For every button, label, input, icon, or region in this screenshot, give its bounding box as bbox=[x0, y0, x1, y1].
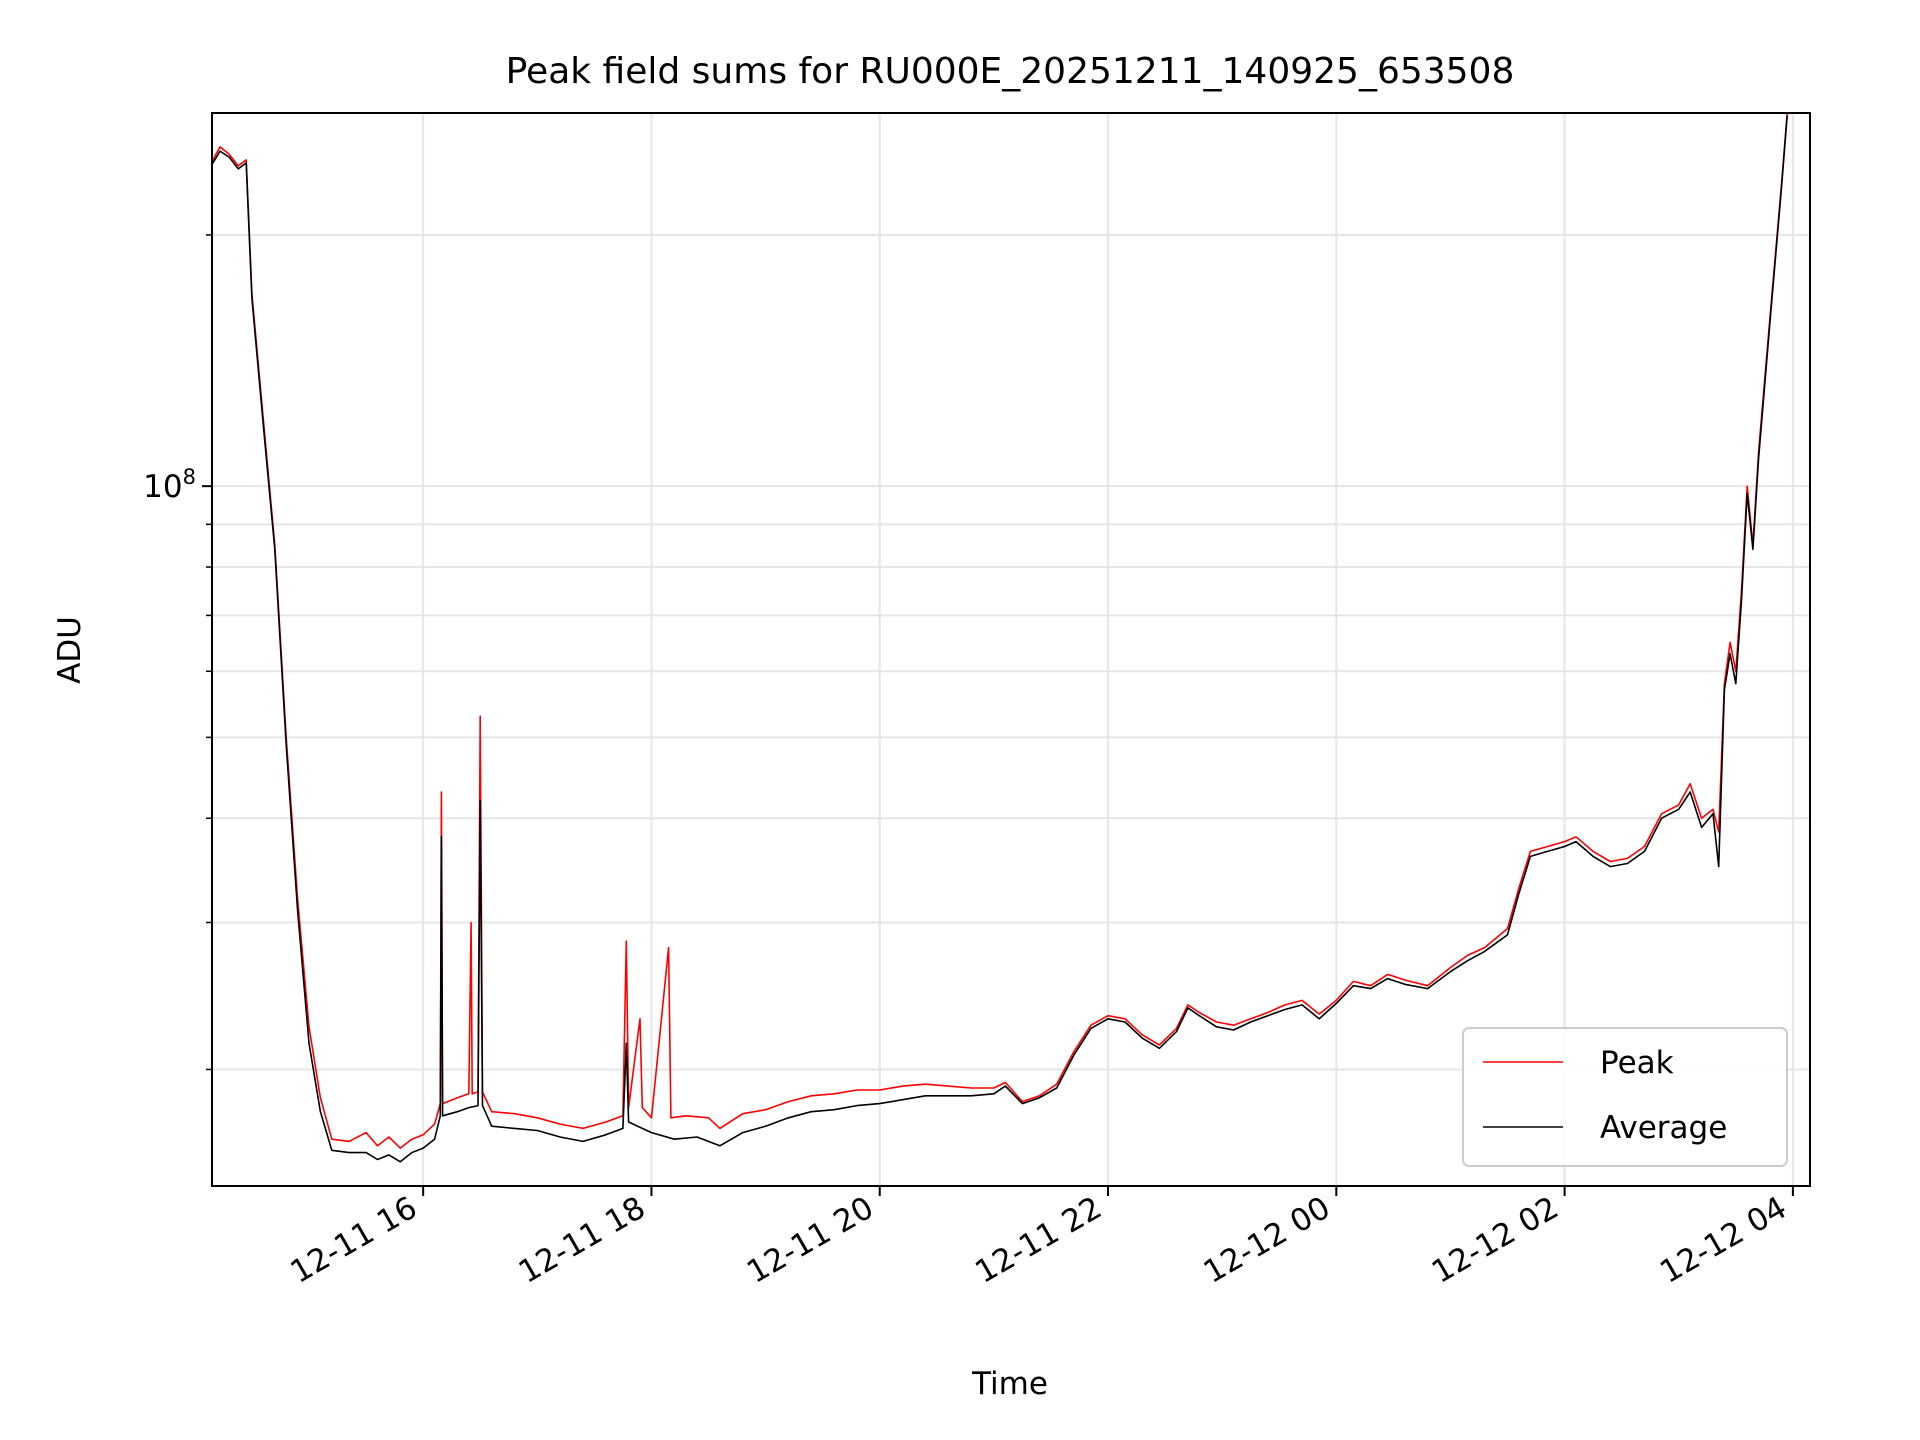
average-series-line bbox=[212, 115, 1788, 1163]
legend-average-label: Average bbox=[1600, 1110, 1727, 1146]
legend: Peak Average bbox=[1462, 1027, 1788, 1167]
chart-title: Peak field sums for RU000E_20251211_1409… bbox=[506, 51, 1515, 92]
plot-frame bbox=[211, 112, 1811, 1187]
grid bbox=[212, 113, 1810, 1186]
x-axis-label: Time bbox=[971, 1366, 1048, 1402]
y-axis: 108 bbox=[143, 234, 212, 1071]
y-axis-label: ADU bbox=[52, 616, 88, 684]
y-tick-label-exponent: 8 bbox=[183, 465, 196, 489]
y-tick-label-base: 10 bbox=[143, 469, 182, 505]
y-tick-label: 108 bbox=[143, 465, 196, 505]
legend-peak-label: Peak bbox=[1600, 1045, 1674, 1081]
series-layer bbox=[212, 113, 1788, 1163]
peak-series-line bbox=[212, 113, 1788, 1149]
